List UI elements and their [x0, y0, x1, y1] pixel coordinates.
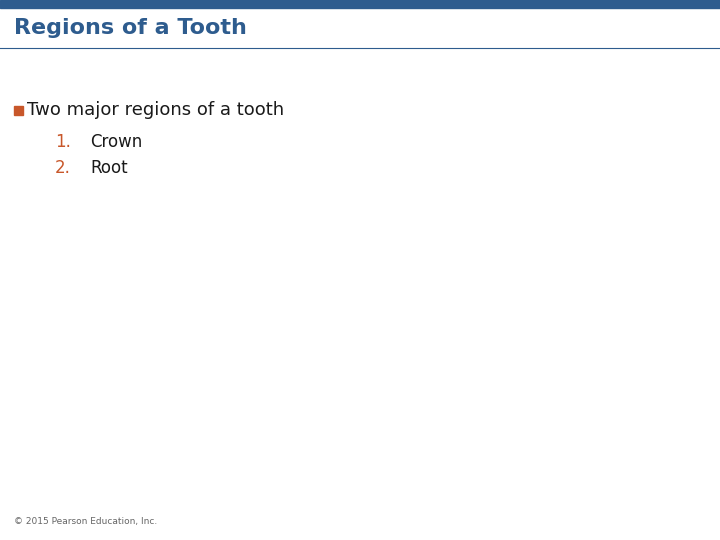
Text: © 2015 Pearson Education, Inc.: © 2015 Pearson Education, Inc.	[14, 517, 157, 526]
Text: Regions of a Tooth: Regions of a Tooth	[14, 18, 247, 38]
Text: Two major regions of a tooth: Two major regions of a tooth	[27, 101, 284, 119]
Text: 2.: 2.	[55, 159, 71, 177]
Text: Crown: Crown	[90, 133, 143, 151]
Text: 1.: 1.	[55, 133, 71, 151]
Bar	[14, 105, 23, 114]
Bar	[0, 0, 720, 8]
Text: Root: Root	[90, 159, 127, 177]
